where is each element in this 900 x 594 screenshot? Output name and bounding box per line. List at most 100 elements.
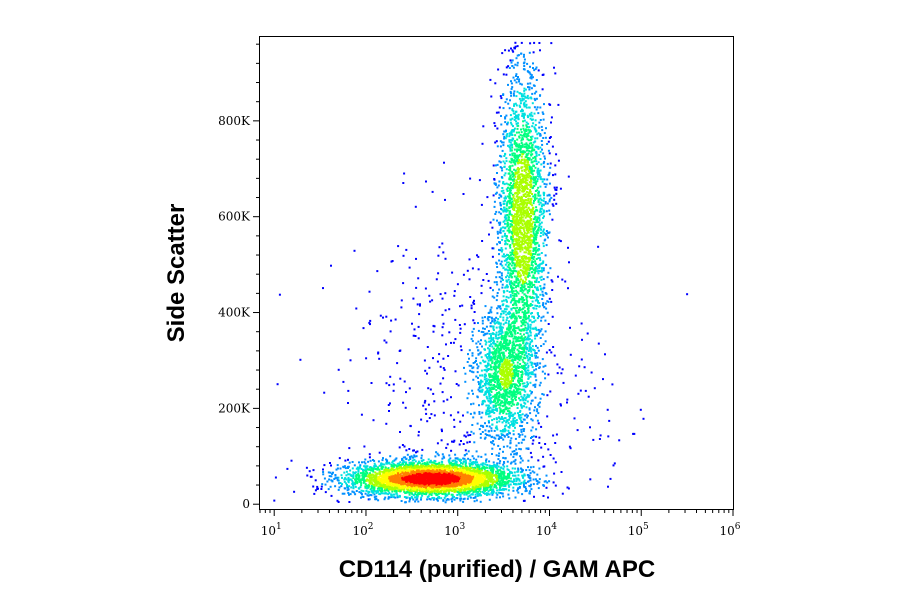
event-point (396, 478, 399, 481)
event-point (504, 342, 507, 345)
event-point (439, 485, 442, 488)
event-point (526, 208, 529, 211)
event-point (523, 266, 526, 269)
event-point (457, 476, 460, 479)
event-point (536, 346, 539, 349)
event-point (439, 478, 442, 481)
event-point (459, 497, 462, 500)
event-point (434, 480, 436, 483)
event-point (401, 469, 404, 472)
event-point (486, 476, 488, 479)
event-point (492, 461, 495, 464)
event-point (352, 485, 355, 488)
event-point (517, 467, 520, 470)
event-point (486, 480, 489, 483)
event-point (490, 468, 493, 471)
event-point (543, 103, 545, 106)
event-point (442, 469, 445, 472)
event-point (453, 498, 456, 501)
event-point (469, 496, 472, 499)
event-point (370, 474, 373, 477)
event-point (416, 497, 419, 500)
event-point (493, 483, 496, 486)
event-point (530, 114, 533, 117)
event-point (453, 464, 456, 467)
event-point (376, 467, 379, 470)
event-point (454, 485, 456, 488)
event-point (446, 464, 448, 467)
event-point (374, 482, 377, 485)
event-point (542, 278, 545, 281)
event-point (409, 498, 411, 501)
event-point (561, 278, 564, 281)
event-point (376, 477, 379, 480)
event-point (305, 466, 308, 469)
event-point (515, 480, 518, 483)
event-point (512, 474, 514, 477)
event-point (344, 487, 347, 490)
event-point (545, 230, 548, 232)
event-point (539, 270, 542, 273)
event-point (495, 477, 498, 480)
event-point (423, 478, 425, 481)
event-point (537, 315, 540, 318)
event-point (436, 496, 439, 499)
event-point (463, 468, 466, 471)
event-point (274, 476, 277, 479)
event-point (393, 487, 396, 490)
event-point (398, 481, 401, 484)
event-point (408, 500, 411, 503)
event-point (398, 486, 401, 489)
event-point (522, 208, 525, 211)
event-point (459, 470, 461, 473)
event-point (418, 472, 421, 475)
event-point (555, 189, 558, 191)
event-point (356, 466, 359, 469)
event-point (378, 468, 381, 471)
event-point (535, 249, 538, 252)
event-point (346, 489, 349, 492)
event-point (387, 462, 389, 465)
event-point (457, 483, 460, 486)
event-point (348, 461, 351, 464)
event-point (323, 464, 326, 467)
event-point (420, 496, 423, 499)
event-point (495, 480, 498, 483)
event-point (376, 487, 379, 490)
event-point (429, 469, 432, 472)
event-point (529, 303, 532, 305)
event-point (513, 474, 516, 477)
event-point (394, 483, 397, 486)
event-point (533, 97, 536, 100)
event-point (429, 474, 432, 477)
event-point (454, 469, 457, 472)
event-point (500, 250, 503, 253)
event-point (526, 244, 529, 247)
event-point (399, 495, 401, 498)
event-point (498, 488, 501, 491)
event-point (442, 491, 445, 494)
event-point (441, 483, 443, 486)
event-point (408, 491, 411, 494)
event-point (384, 466, 387, 469)
event-point (497, 480, 500, 482)
event-point (461, 492, 464, 495)
event-point (544, 302, 547, 305)
event-point (515, 304, 518, 307)
event-point (517, 282, 520, 285)
event-point (445, 476, 448, 479)
event-point (485, 489, 488, 492)
event-point (443, 482, 446, 484)
event-point (455, 484, 458, 487)
event-point (384, 496, 387, 499)
event-point (523, 499, 526, 502)
event-point (489, 473, 492, 476)
event-point (505, 237, 508, 240)
event-point (530, 130, 532, 133)
event-point (410, 462, 413, 465)
event-point (538, 436, 541, 439)
event-point (435, 486, 438, 489)
event-point (408, 486, 411, 488)
event-point (451, 500, 453, 503)
event-point (466, 477, 469, 480)
